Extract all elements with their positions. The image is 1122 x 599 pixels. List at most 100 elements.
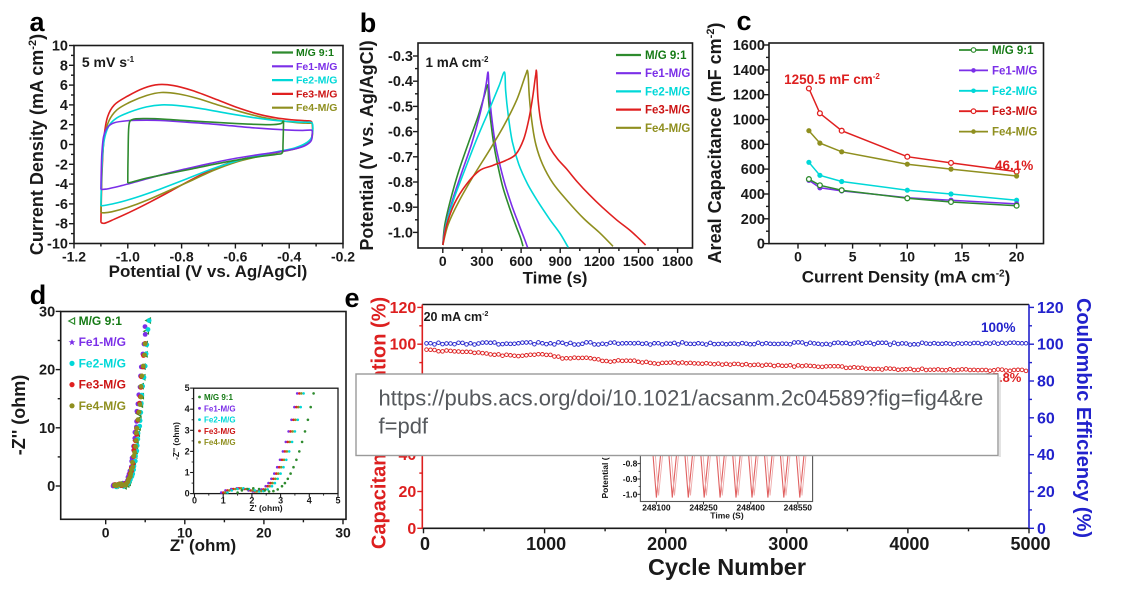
svg-text:600: 600 [741, 162, 765, 178]
svg-text:-1.2: -1.2 [62, 249, 86, 265]
svg-text:Time (S): Time (S) [710, 511, 744, 521]
svg-text:1500: 1500 [623, 253, 654, 269]
svg-text:120: 120 [390, 300, 417, 317]
svg-text:1: 1 [221, 496, 226, 506]
svg-text:100: 100 [390, 337, 417, 354]
svg-text:Fe4-M/G: Fe4-M/G [296, 102, 337, 114]
svg-text:20: 20 [39, 363, 55, 379]
svg-text:600: 600 [509, 253, 533, 269]
svg-text:Fe2-M/G: Fe2-M/G [296, 75, 337, 87]
svg-text:M/G 9:1: M/G 9:1 [296, 47, 334, 59]
svg-text:248550: 248550 [784, 503, 813, 513]
svg-text:800: 800 [741, 137, 765, 153]
svg-text:0: 0 [60, 138, 68, 154]
svg-text:-0.8: -0.8 [623, 459, 638, 469]
svg-text:3: 3 [185, 425, 190, 435]
svg-text:Areal Capacitance (mF cm-2): Areal Capacitance (mF cm-2) [705, 23, 725, 264]
svg-text:-1.0: -1.0 [623, 489, 638, 499]
svg-text:0: 0 [757, 237, 765, 253]
svg-text:1200: 1200 [733, 88, 765, 104]
svg-text:-0.8: -0.8 [170, 249, 194, 265]
svg-text:1200: 1200 [584, 253, 615, 269]
svg-text:0: 0 [47, 479, 55, 495]
svg-text:a: a [29, 7, 45, 37]
svg-text:-1.0: -1.0 [116, 249, 140, 265]
svg-text:-0.6: -0.6 [388, 125, 413, 141]
svg-text:b: b [360, 8, 377, 38]
svg-text:6: 6 [60, 78, 68, 94]
svg-text:Fe3-M/G: Fe3-M/G [79, 378, 126, 392]
svg-text:20: 20 [1037, 484, 1055, 501]
svg-text:0: 0 [407, 521, 416, 538]
svg-text:Fe1-M/G: Fe1-M/G [296, 61, 337, 73]
svg-text:0: 0 [439, 253, 447, 269]
svg-text:-0.3: -0.3 [388, 49, 413, 65]
svg-text:1000: 1000 [733, 113, 765, 129]
svg-text:e: e [344, 283, 359, 313]
svg-text:248250: 248250 [689, 503, 718, 513]
svg-text:1800: 1800 [662, 253, 693, 269]
svg-text:2: 2 [249, 496, 254, 506]
svg-text:4: 4 [60, 98, 68, 114]
svg-text:-Z'' (ohm): -Z'' (ohm) [171, 422, 181, 460]
svg-text:8: 8 [60, 58, 68, 74]
svg-text:0: 0 [185, 489, 190, 499]
svg-text:100: 100 [1037, 337, 1064, 354]
svg-text:-6: -6 [55, 197, 68, 213]
svg-text:1600: 1600 [733, 38, 765, 54]
svg-text:Cycle Number: Cycle Number [648, 554, 806, 580]
svg-text:10: 10 [52, 39, 68, 55]
svg-text:30: 30 [39, 304, 55, 320]
svg-text:1400: 1400 [733, 63, 765, 79]
svg-text:Fe2-M/G: Fe2-M/G [204, 416, 236, 425]
svg-text:Potential (V vs. Ag/AgCl): Potential (V vs. Ag/AgCl) [357, 40, 377, 250]
svg-text:0: 0 [794, 249, 802, 265]
svg-text:1250.5 mF cm-2: 1250.5 mF cm-2 [784, 72, 880, 87]
svg-text:-Z'' (ohm): -Z'' (ohm) [9, 375, 29, 456]
svg-text:5: 5 [335, 496, 340, 506]
svg-text:-0.4: -0.4 [277, 249, 301, 265]
svg-text:-2: -2 [55, 157, 68, 173]
svg-text:1: 1 [185, 468, 190, 478]
svg-text:80: 80 [1037, 374, 1055, 391]
svg-text:Coulombic Efficiency (%): Coulombic Efficiency (%) [1072, 298, 1094, 538]
svg-text:15: 15 [954, 249, 970, 265]
svg-text:100%: 100% [981, 320, 1016, 335]
svg-text:c: c [736, 6, 751, 36]
svg-text:-0.2: -0.2 [331, 249, 355, 265]
svg-text:-0.8: -0.8 [388, 175, 413, 191]
svg-text:Z' (ohm): Z' (ohm) [249, 503, 282, 513]
svg-text:Fe3-M/G: Fe3-M/G [645, 105, 690, 117]
svg-text:M/G 9:1: M/G 9:1 [79, 314, 123, 328]
svg-text:https://pubs.acs.org/doi/10.10: https://pubs.acs.org/doi/10.1021/acsanm.… [379, 386, 984, 411]
svg-text:-0.4: -0.4 [388, 74, 413, 90]
svg-text:10: 10 [39, 421, 55, 437]
svg-text:-0.6: -0.6 [223, 249, 247, 265]
svg-text:60: 60 [1037, 410, 1055, 427]
svg-text:10: 10 [177, 524, 193, 540]
svg-text:4: 4 [307, 496, 312, 506]
svg-text:-0.9: -0.9 [388, 200, 413, 216]
svg-text:-0.5: -0.5 [388, 99, 413, 115]
svg-text:-1.0: -1.0 [388, 225, 413, 241]
svg-text:248100: 248100 [642, 503, 671, 513]
svg-text:Fe3-M/G: Fe3-M/G [204, 427, 236, 436]
svg-text:Fe4-M/G: Fe4-M/G [204, 438, 236, 447]
svg-text:5: 5 [185, 383, 190, 393]
svg-text:20: 20 [399, 484, 417, 501]
svg-text:1 mA cm-2: 1 mA cm-2 [426, 55, 489, 70]
svg-text:248400: 248400 [737, 503, 766, 513]
svg-text:400: 400 [741, 187, 765, 203]
svg-text:Fe1-M/G: Fe1-M/G [992, 65, 1037, 77]
svg-text:Fe1-M/G: Fe1-M/G [645, 68, 690, 80]
svg-text:3: 3 [278, 496, 283, 506]
svg-text:3000: 3000 [768, 534, 808, 554]
svg-text:40: 40 [1037, 447, 1055, 464]
svg-text:0: 0 [1037, 521, 1046, 538]
svg-text:30: 30 [335, 524, 351, 540]
svg-text:1000: 1000 [526, 534, 566, 554]
svg-text:0: 0 [102, 524, 110, 540]
svg-text:f=pdf: f=pdf [379, 414, 429, 439]
svg-text:300: 300 [470, 253, 494, 269]
svg-text:0: 0 [192, 496, 197, 506]
